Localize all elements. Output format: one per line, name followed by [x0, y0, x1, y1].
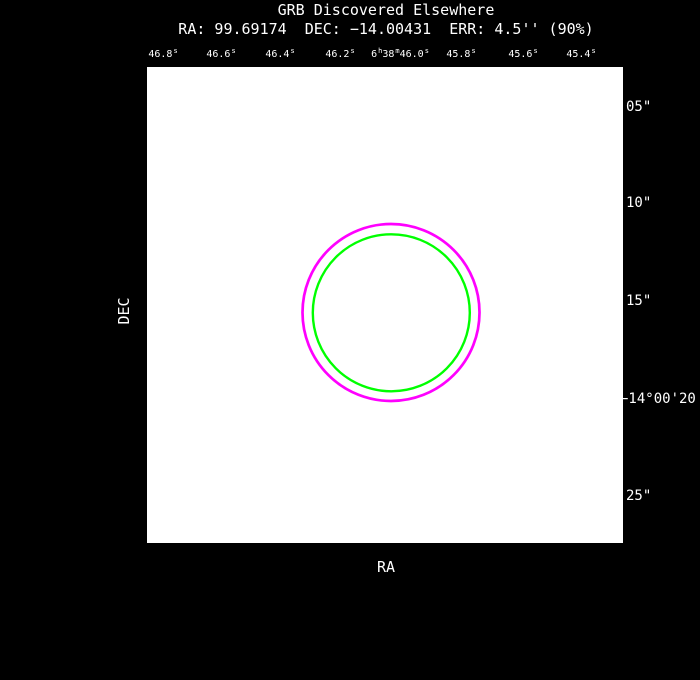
- y-tick-label: 25": [626, 488, 652, 504]
- x-tick-label: 46.6s: [206, 47, 236, 60]
- x-tick-label: 45.4s: [566, 47, 596, 60]
- x-tick-label: 45.8s: [446, 47, 476, 60]
- y-axis-label: DEC: [115, 297, 133, 325]
- y-tick-label: 05": [626, 99, 652, 115]
- x-tick-label: 45.6s: [508, 47, 538, 60]
- error-circles-svg: [301, 222, 481, 403]
- y-tick-label: 10": [626, 195, 652, 211]
- y-tick-label: 15": [626, 293, 652, 309]
- x-tick-label: 46.2s: [325, 47, 355, 60]
- x-axis-tick-labels: 46.8s 46.6s 46.4s 46.2s 6h38m46.0s 45.8s 45.6s…: [0, 47, 700, 65]
- y-tick-label: −14°00'20: [620, 391, 696, 407]
- x-tick-label: 46.4s: [265, 47, 295, 60]
- x-axis-label: RA: [376, 558, 396, 576]
- x-tick-label: 6h38m46.0s: [371, 47, 429, 60]
- plot-area: [147, 67, 623, 543]
- reported-error-circle: [301, 222, 481, 403]
- inner-circle: [311, 233, 472, 393]
- x-tick-label: 46.8s: [148, 47, 178, 60]
- chart-subtitle: RA: 99.69174 DEC: −14.00431 ERR: 4.5'' (…: [178, 20, 594, 38]
- chart-title: GRB Discovered Elsewhere: [277, 1, 495, 19]
